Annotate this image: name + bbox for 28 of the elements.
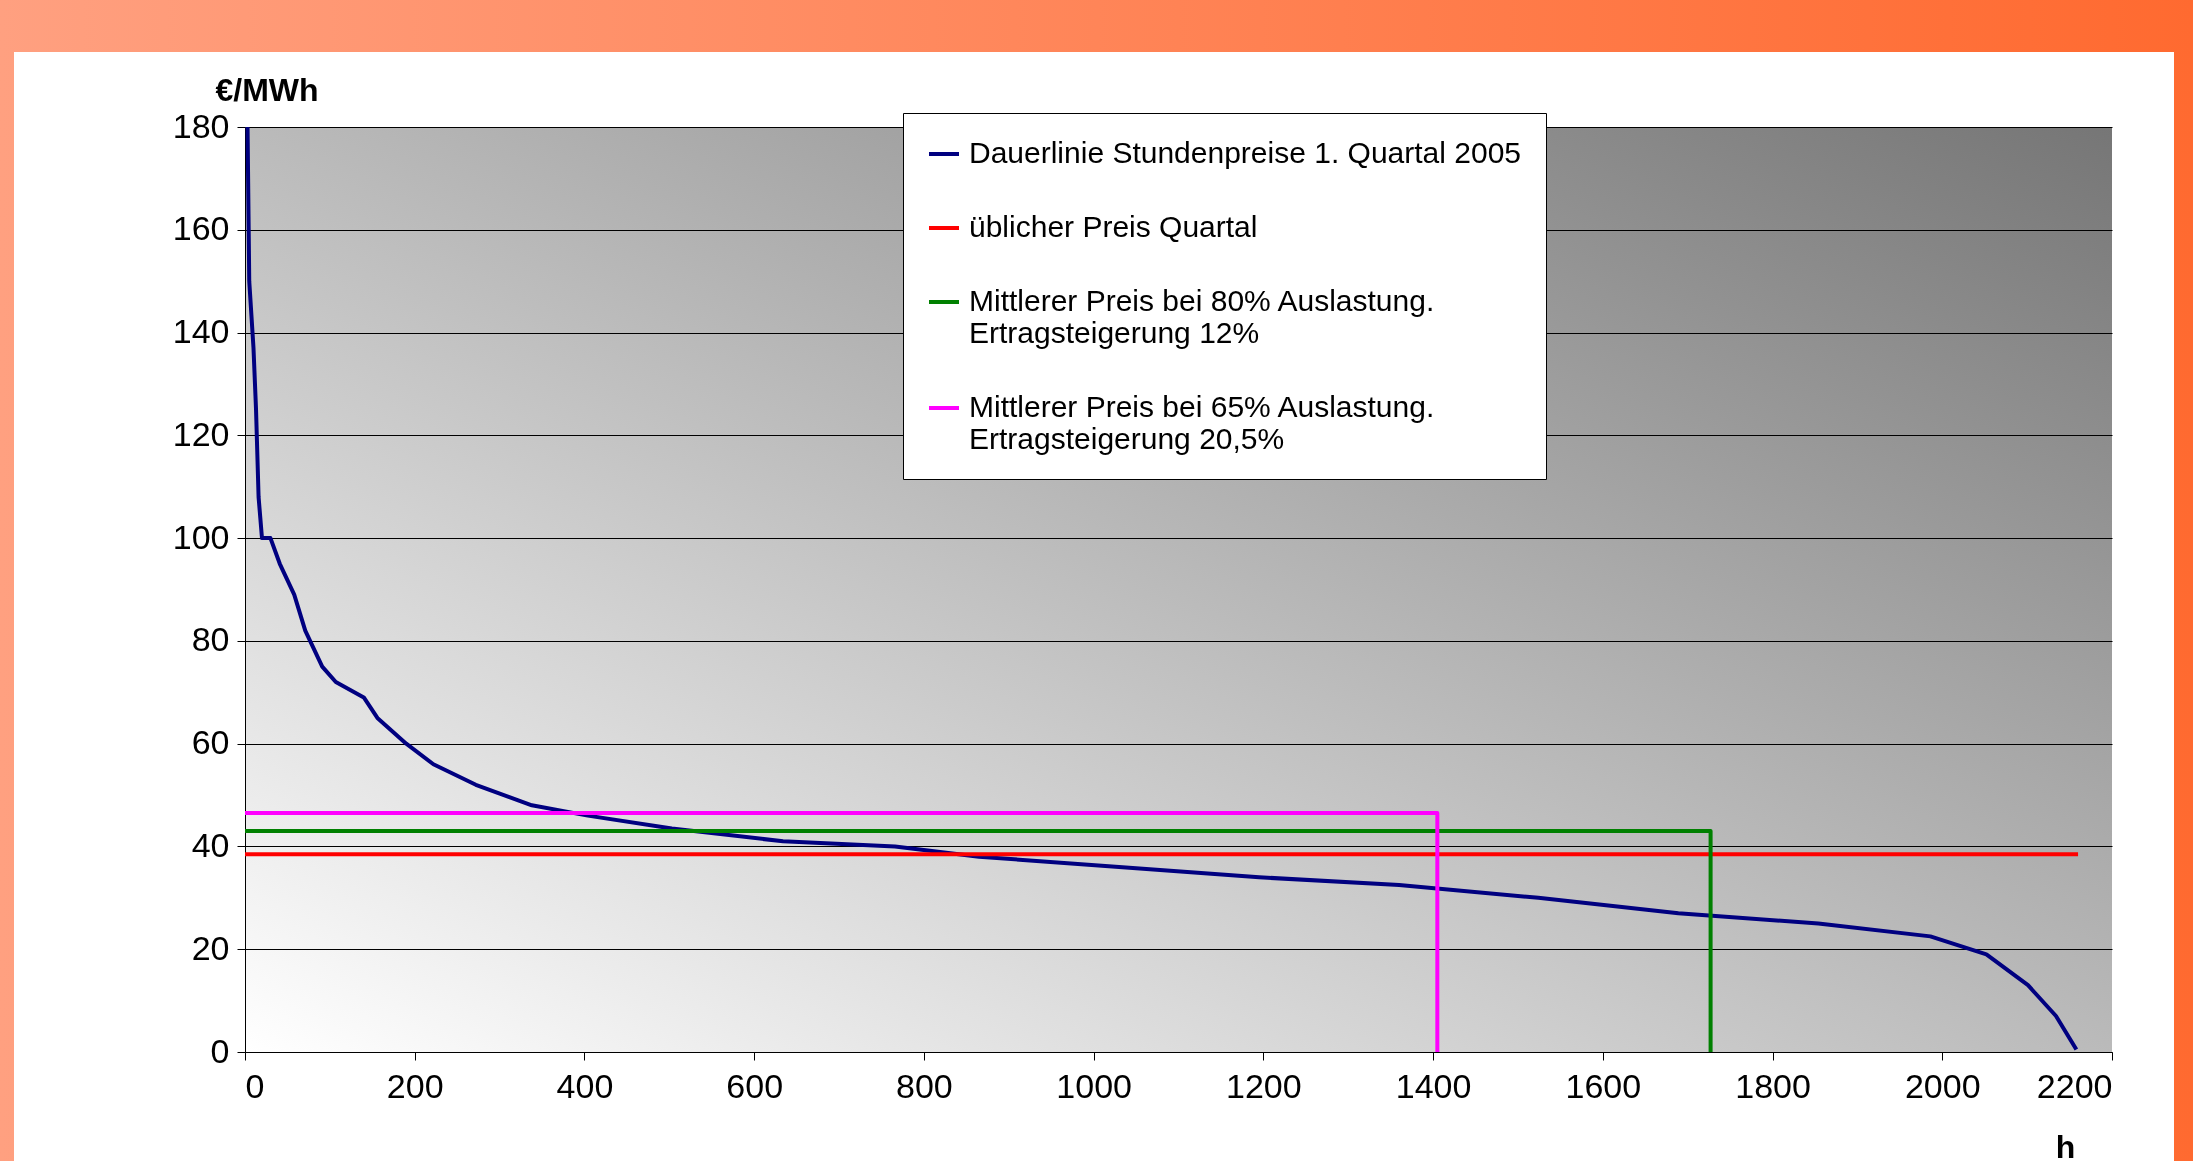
y-tick-label: 140 bbox=[172, 312, 230, 351]
y-tick-label: 120 bbox=[172, 414, 230, 453]
x-tick-label: 0 bbox=[245, 1066, 265, 1105]
x-tick-label: 1400 bbox=[1395, 1066, 1472, 1105]
legend-label: Mittlerer Preis bei 65% Auslastung. Ertragsteigerung 20,5% bbox=[969, 390, 1435, 455]
y-tick-label: 180 bbox=[172, 106, 230, 145]
y-tick-label: 0 bbox=[210, 1031, 230, 1070]
y-axis-title: €/MWh bbox=[215, 71, 319, 108]
x-tick-label: 400 bbox=[556, 1066, 614, 1105]
x-tick-label: 2200 bbox=[2036, 1066, 2113, 1105]
x-tick-label: 1800 bbox=[1735, 1066, 1811, 1105]
x-tick-label: 2000 bbox=[1904, 1066, 1981, 1105]
x-tick-label: 800 bbox=[896, 1066, 953, 1105]
legend-label: üblicher Preis Quartal bbox=[969, 210, 1258, 243]
legend-label: Mittlerer Preis bei 80% Auslastung. Ertragsteigerung 12% bbox=[969, 284, 1435, 349]
y-tick-label: 160 bbox=[172, 209, 230, 248]
x-tick-label: 600 bbox=[726, 1066, 784, 1105]
y-tick-label: 20 bbox=[191, 928, 230, 967]
y-tick-label: 80 bbox=[191, 620, 230, 659]
x-axis-title: h bbox=[2055, 1128, 2076, 1161]
y-tick-label: 40 bbox=[191, 825, 230, 864]
x-tick-label: 1200 bbox=[1226, 1066, 1302, 1105]
legend-label: Dauerlinie Stundenpreise 1. Quartal 2005 bbox=[969, 136, 1522, 169]
y-tick-label: 100 bbox=[172, 517, 230, 556]
y-tick-label: 60 bbox=[191, 723, 230, 762]
x-tick-label: 1600 bbox=[1565, 1066, 1642, 1105]
x-tick-label: 1000 bbox=[1056, 1066, 1132, 1105]
x-tick-label: 200 bbox=[386, 1066, 444, 1105]
